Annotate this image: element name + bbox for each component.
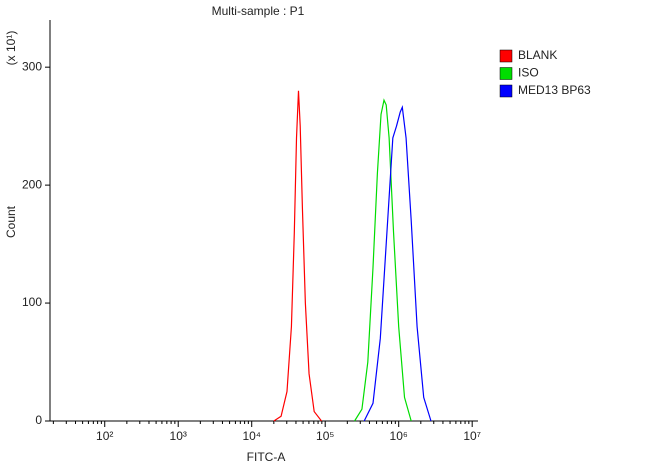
y-tick-label: 200: [22, 177, 42, 191]
y-tick-label: 100: [22, 295, 42, 309]
histogram-line: [273, 90, 322, 422]
y-tick-label: 0: [35, 413, 42, 427]
x-tick-label: 10⁶: [390, 429, 408, 443]
y-axis-label: Count: [4, 205, 18, 238]
histogram-line: [354, 98, 412, 422]
x-tick-label: 10²: [96, 429, 113, 443]
x-tick-label: 10³: [170, 429, 187, 443]
y-scale-label: (x 10¹): [4, 31, 18, 66]
y-tick-label: 300: [22, 59, 42, 73]
x-tick-label: 10⁵: [316, 429, 334, 443]
x-tick-label: 10⁷: [463, 429, 481, 443]
legend-label: ISO: [518, 66, 539, 80]
x-tick-label: 10⁴: [242, 429, 261, 443]
legend-swatch: [499, 84, 513, 98]
legend-label: MED13 BP63: [518, 83, 591, 97]
x-axis-label: FITC-A: [247, 450, 286, 464]
histogram-line: [363, 105, 432, 422]
legend-label: BLANK: [518, 48, 557, 62]
legend-swatch: [499, 49, 513, 63]
chart-title: Multi-sample : P1: [212, 4, 305, 18]
legend-swatch: [499, 67, 513, 80]
